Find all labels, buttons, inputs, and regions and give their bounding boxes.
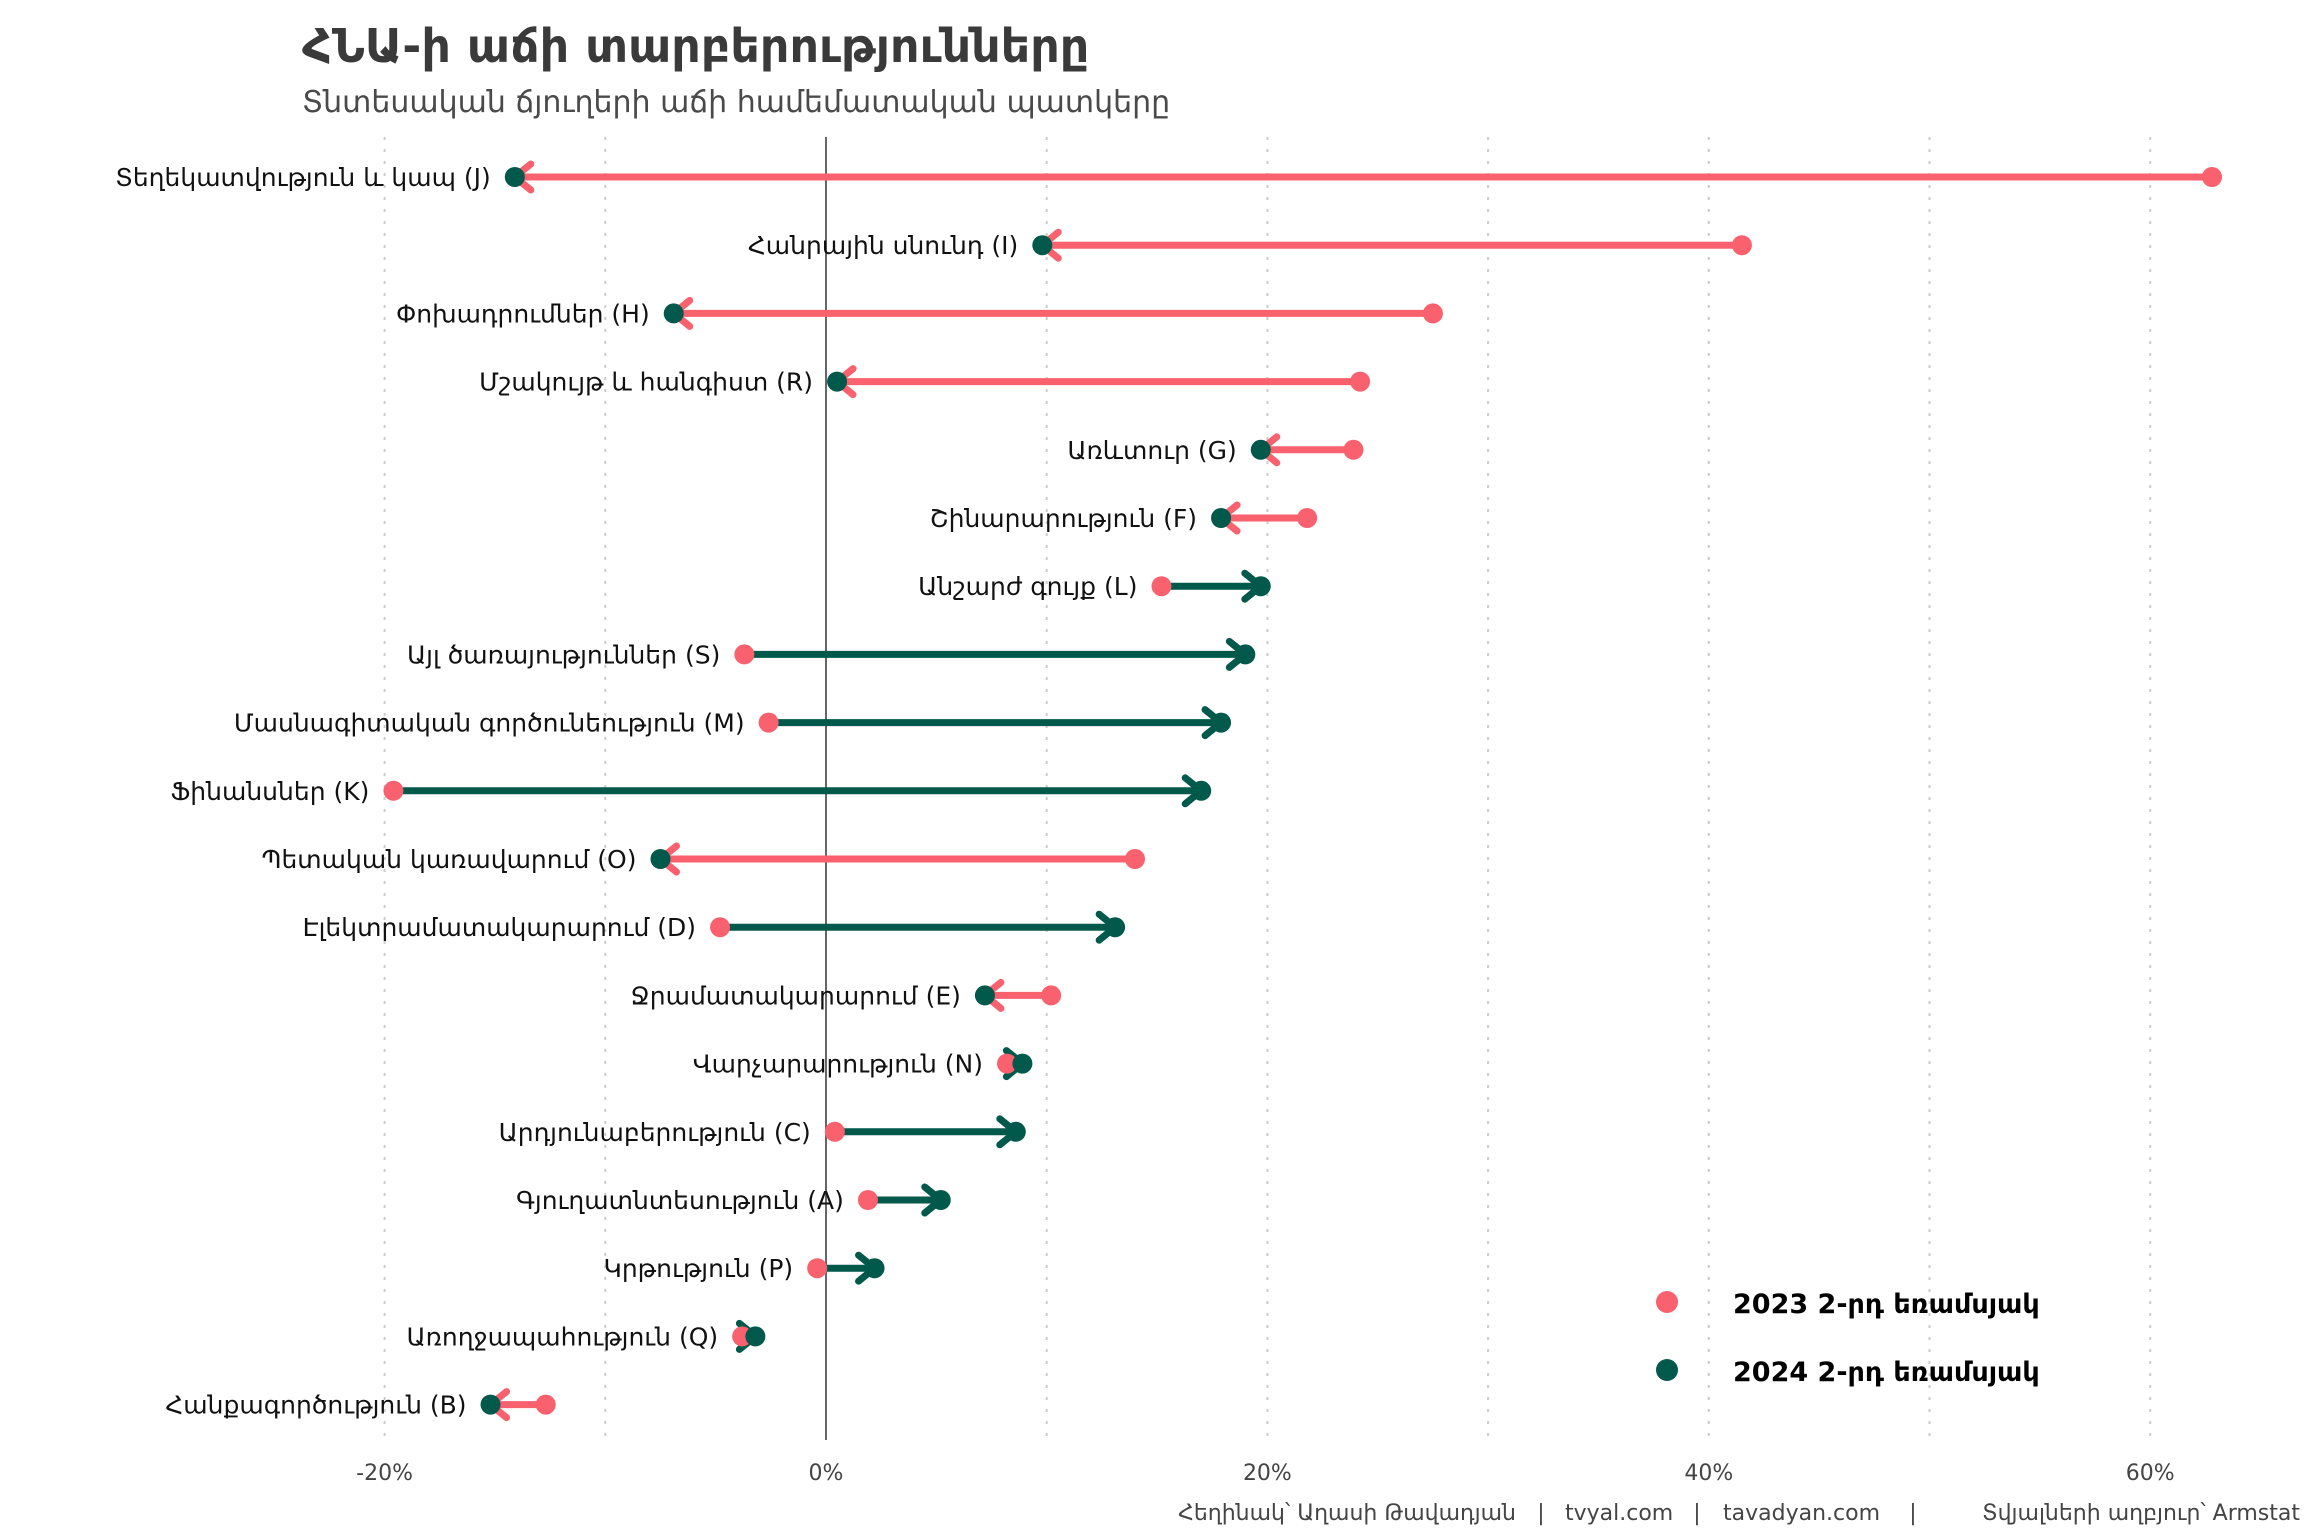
category-label: Հանքագործություն (B) xyxy=(165,1391,466,1420)
point-2023 xyxy=(1422,303,1443,324)
category-label: Էլեկտրամատակարարում (D) xyxy=(303,913,696,942)
category-label: Կրթություն (P) xyxy=(604,1254,794,1283)
point-2024 xyxy=(827,371,848,392)
table-row: Վարչարարություն (N) xyxy=(693,1047,1033,1081)
point-2023 xyxy=(383,780,404,801)
x-tick-label: -20% xyxy=(356,1461,413,1486)
point-2024 xyxy=(1250,576,1271,597)
dumbbell-rows: Տեղեկատվություն և կապ (J) Հանրային սնունդ… xyxy=(115,160,2222,1422)
table-row: Կրթություն (P) xyxy=(604,1251,885,1285)
legend-label-2023: 2023 2-րդ եռամսյակ xyxy=(1733,1289,2040,1320)
x-tick-label: 0% xyxy=(809,1461,844,1486)
category-label: Հանրային սնունդ (I) xyxy=(748,231,1018,260)
point-2024 xyxy=(663,303,684,324)
point-2023 xyxy=(824,1121,845,1142)
table-row: Հանրային սնունդ (I) xyxy=(748,228,1752,262)
caption-site-tvyal: tvyal.com xyxy=(1565,1501,1673,1526)
point-2023 xyxy=(857,1190,878,1210)
chart-subtitle: Տնտեսական ճյուղերի աճի համեմատական պատկե… xyxy=(302,85,1170,120)
category-label: Մասնագիտական գործունեություն (M) xyxy=(234,709,745,738)
point-2023 xyxy=(710,917,731,938)
table-row: Առևտուր (G) xyxy=(1067,433,1364,467)
point-2024 xyxy=(1235,644,1256,665)
point-2023 xyxy=(1151,576,1172,597)
point-2023 xyxy=(1350,371,1371,392)
table-row: Առողջապահություն (Q) xyxy=(407,1319,766,1353)
point-2023 xyxy=(758,712,779,733)
table-row: Տեղեկատվություն և կապ (J) xyxy=(115,160,2222,194)
point-2024 xyxy=(504,167,525,187)
point-2024 xyxy=(1105,917,1126,938)
x-tick-label: 20% xyxy=(1243,1461,1292,1486)
table-row: Անշարժ գույք (L) xyxy=(918,569,1271,603)
table-row: Շինարարություն (F) xyxy=(930,501,1318,535)
table-row: Գյուղատնտեսություն (A) xyxy=(516,1183,951,1217)
point-2024 xyxy=(1250,439,1271,460)
point-2024 xyxy=(1032,235,1053,256)
table-row: Մասնագիտական գործունեություն (M) xyxy=(234,706,1232,740)
x-tick-label: 60% xyxy=(2126,1461,2175,1486)
category-label: Շինարարություն (F) xyxy=(930,504,1197,533)
caption: Հեղինակ՝ Աղասի Թավադյան | tvyal.com | ta… xyxy=(1178,1501,2300,1526)
legend-label-2024: 2024 2-րդ եռամսյակ xyxy=(1733,1357,2040,1388)
category-label: Պետական կառավարում (O) xyxy=(261,845,636,874)
category-label: Առևտուր (G) xyxy=(1067,436,1236,465)
caption-separator: | xyxy=(1537,1501,1544,1526)
category-label: Անշարժ գույք (L) xyxy=(918,572,1137,601)
category-label: Ֆինանսներ (K) xyxy=(171,777,370,806)
point-2023 xyxy=(1343,439,1364,460)
point-2023 xyxy=(1124,849,1145,869)
point-2024 xyxy=(745,1326,766,1347)
point-2023 xyxy=(1731,235,1752,256)
category-label: Այլ ծառայություններ (S) xyxy=(407,640,720,669)
point-2024 xyxy=(1211,508,1232,528)
point-2024 xyxy=(864,1258,885,1279)
chart-title: ՀՆԱ-ի աճի տարբերությունները xyxy=(302,19,1089,73)
legend: 2023 2-րդ եռամսյակ 2024 2-րդ եռամսյակ xyxy=(1656,1289,2040,1388)
table-row: Արդյունաբերություն (C) xyxy=(499,1115,1026,1149)
category-label: Վարչարարություն (N) xyxy=(693,1050,983,1079)
caption-author: Հեղինակ՝ Աղասի Թավադյան xyxy=(1178,1501,1516,1526)
caption-separator: | xyxy=(1909,1501,1916,1526)
table-row: Պետական կառավարում (O) xyxy=(261,842,1145,876)
category-label: Ջրամատակարարում (E) xyxy=(631,981,961,1010)
table-row: Ջրամատակարարում (E) xyxy=(631,978,1062,1012)
point-2023 xyxy=(734,644,755,665)
point-2024 xyxy=(650,849,671,869)
table-row: Մշակույթ և հանգիստ (R) xyxy=(479,365,1371,399)
legend-marker-2024 xyxy=(1656,1359,1678,1381)
point-2023 xyxy=(2201,167,2222,187)
category-label: Արդյունաբերություն (C) xyxy=(499,1118,811,1147)
table-row: Հանքագործություն (B) xyxy=(165,1388,556,1422)
category-label: Տեղեկատվություն և կապ (J) xyxy=(115,163,491,192)
legend-marker-2023 xyxy=(1656,1291,1678,1313)
table-row: Այլ ծառայություններ (S) xyxy=(407,637,1256,671)
point-2024 xyxy=(974,985,995,1006)
caption-source: Տվյալների աղբյուր՝ Armstat xyxy=(1982,1501,2300,1526)
point-2023 xyxy=(1297,508,1318,528)
category-label: Փոխադրումներ (H) xyxy=(396,299,650,328)
point-2024 xyxy=(1005,1121,1026,1142)
category-label: Գյուղատնտեսություն (A) xyxy=(516,1186,844,1215)
point-2024 xyxy=(1191,780,1212,801)
point-2024 xyxy=(1211,712,1232,733)
point-2024 xyxy=(1012,1053,1033,1074)
point-2024 xyxy=(930,1190,951,1210)
gridlines xyxy=(383,137,2152,1440)
point-2023 xyxy=(1041,985,1062,1006)
category-label: Մշակույթ և հանգիստ (R) xyxy=(479,368,813,397)
point-2024 xyxy=(480,1394,501,1415)
caption-site-tavadyan: tavadyan.com xyxy=(1723,1501,1880,1526)
category-label: Առողջապահություն (Q) xyxy=(407,1322,719,1351)
point-2023 xyxy=(996,1053,1017,1074)
table-row: Փոխադրումներ (H) xyxy=(396,296,1443,330)
point-2023 xyxy=(807,1258,828,1279)
x-axis-ticks: -20% 0% 20% 40% 60% xyxy=(356,1461,2174,1486)
x-tick-label: 40% xyxy=(1684,1461,1733,1486)
point-2023 xyxy=(535,1394,556,1415)
table-row: Էլեկտրամատակարարում (D) xyxy=(303,910,1126,944)
table-row: Ֆինանսներ (K) xyxy=(171,774,1212,808)
caption-separator: | xyxy=(1693,1501,1700,1526)
